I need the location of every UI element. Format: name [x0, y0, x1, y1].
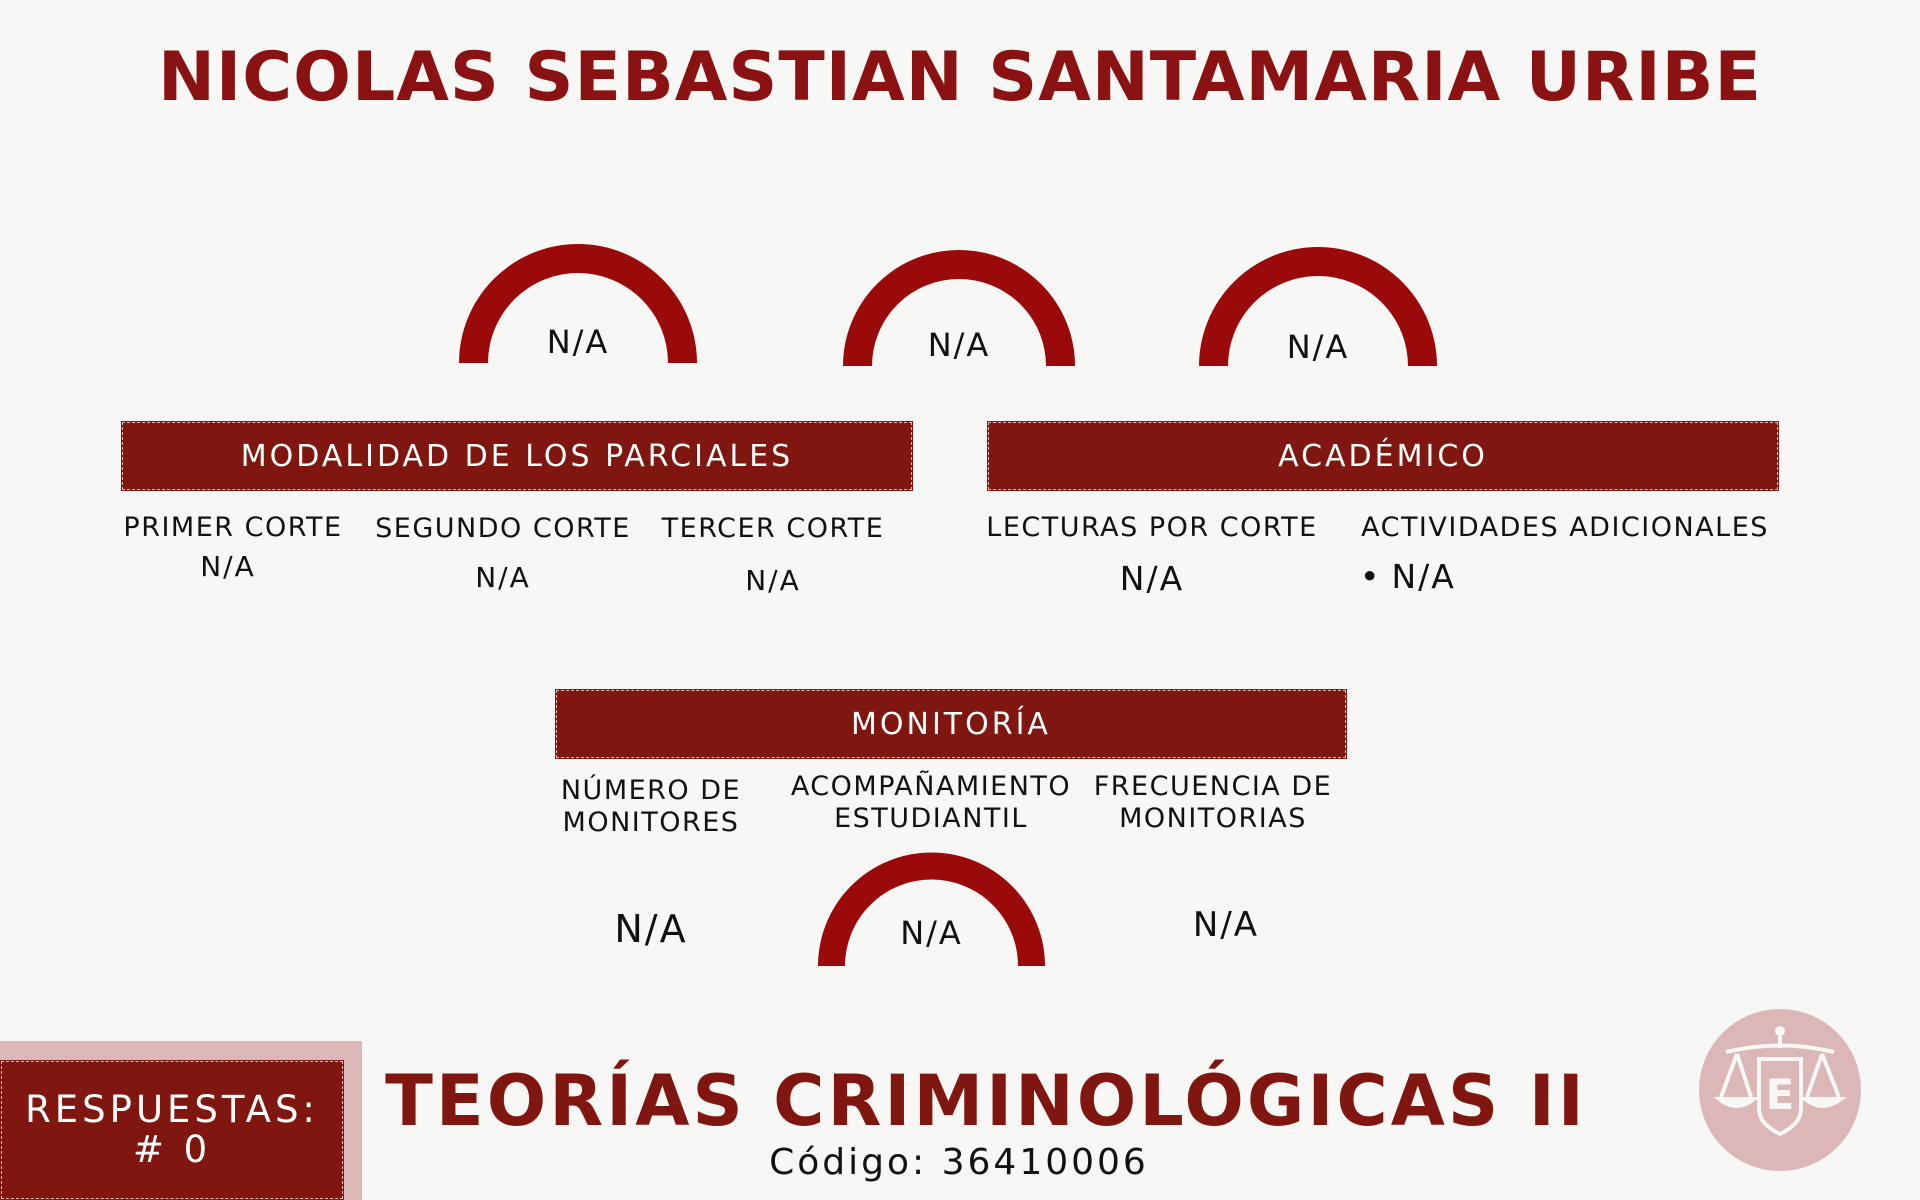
gauge-arc — [1199, 247, 1437, 366]
primer-corte-label: PRIMER CORTE — [123, 512, 343, 543]
label-line: FRECUENCIA DE — [1093, 771, 1333, 802]
gauge-value: N/A — [546, 323, 610, 361]
numero-monitores-value: N/A — [614, 907, 688, 951]
numero-monitores-label: NÚMERO DE MONITORES — [540, 775, 762, 839]
actividades-item: • N/A — [1360, 557, 1456, 596]
lecturas-value: N/A — [1119, 559, 1185, 598]
tercer-corte-value: N/A — [745, 564, 801, 597]
gauge-value: N/A — [927, 326, 991, 364]
actividades-label: ACTIVIDADES ADICIONALES — [1361, 512, 1769, 543]
respuestas-count: # 0 — [132, 1128, 212, 1171]
bullet: • — [1360, 557, 1382, 596]
actividades-value: N/A — [1391, 557, 1456, 596]
respuestas-inner: RESPUESTAS: # 0 — [0, 1060, 344, 1200]
label-line: ESTUDIANTIL — [834, 803, 1028, 834]
primer-corte-value: N/A — [200, 550, 256, 583]
gauge-arc — [818, 852, 1045, 966]
label-line: MONITORIAS — [1119, 803, 1307, 834]
gauge-acompanamiento: N/A — [818, 852, 1045, 966]
logo: E — [1699, 1009, 1861, 1171]
lecturas-label: LECTURAS POR CORTE — [986, 512, 1318, 543]
gauge-1: N/A — [459, 243, 697, 363]
monitoria-header: MONITORÍA — [555, 689, 1347, 759]
academico-header: ACADÉMICO — [987, 421, 1779, 491]
gauge-value: N/A — [900, 914, 963, 952]
parciales-header: MODALIDAD DE LOS PARCIALES — [121, 421, 913, 491]
label-line: ACOMPAÑAMIENTO — [790, 771, 1072, 802]
gauge-value: N/A — [1286, 328, 1350, 366]
gauge-arc — [459, 244, 697, 363]
respuestas-label: RESPUESTAS: — [25, 1088, 319, 1131]
label-line: MONITORES — [562, 807, 740, 838]
frecuencia-label: FRECUENCIA DE MONITORIAS — [1093, 771, 1333, 835]
gauge-2: N/A — [843, 249, 1075, 366]
course-title: TEORÍAS CRIMINOLÓGICAS II — [385, 1060, 1587, 1142]
student-name: NICOLAS SEBASTIAN SANTAMARIA URIBE — [158, 38, 1762, 117]
label-line: NÚMERO DE — [560, 775, 742, 806]
tercer-corte-label: TERCER CORTE — [661, 513, 885, 544]
frecuencia-value: N/A — [1192, 905, 1260, 945]
segundo-corte-label: SEGUNDO CORTE — [375, 513, 631, 544]
gauge-arc — [843, 250, 1075, 366]
respuestas-box: RESPUESTAS: # 0 — [0, 1041, 362, 1200]
scales-of-justice-icon: E — [1699, 1009, 1861, 1171]
gauge-3: N/A — [1199, 246, 1437, 366]
segundo-corte-value: N/A — [475, 561, 531, 594]
course-code: Código: 36410006 — [769, 1142, 1149, 1183]
acompanamiento-label: ACOMPAÑAMIENTO ESTUDIANTIL — [780, 771, 1082, 835]
svg-text:E: E — [1766, 1070, 1795, 1119]
